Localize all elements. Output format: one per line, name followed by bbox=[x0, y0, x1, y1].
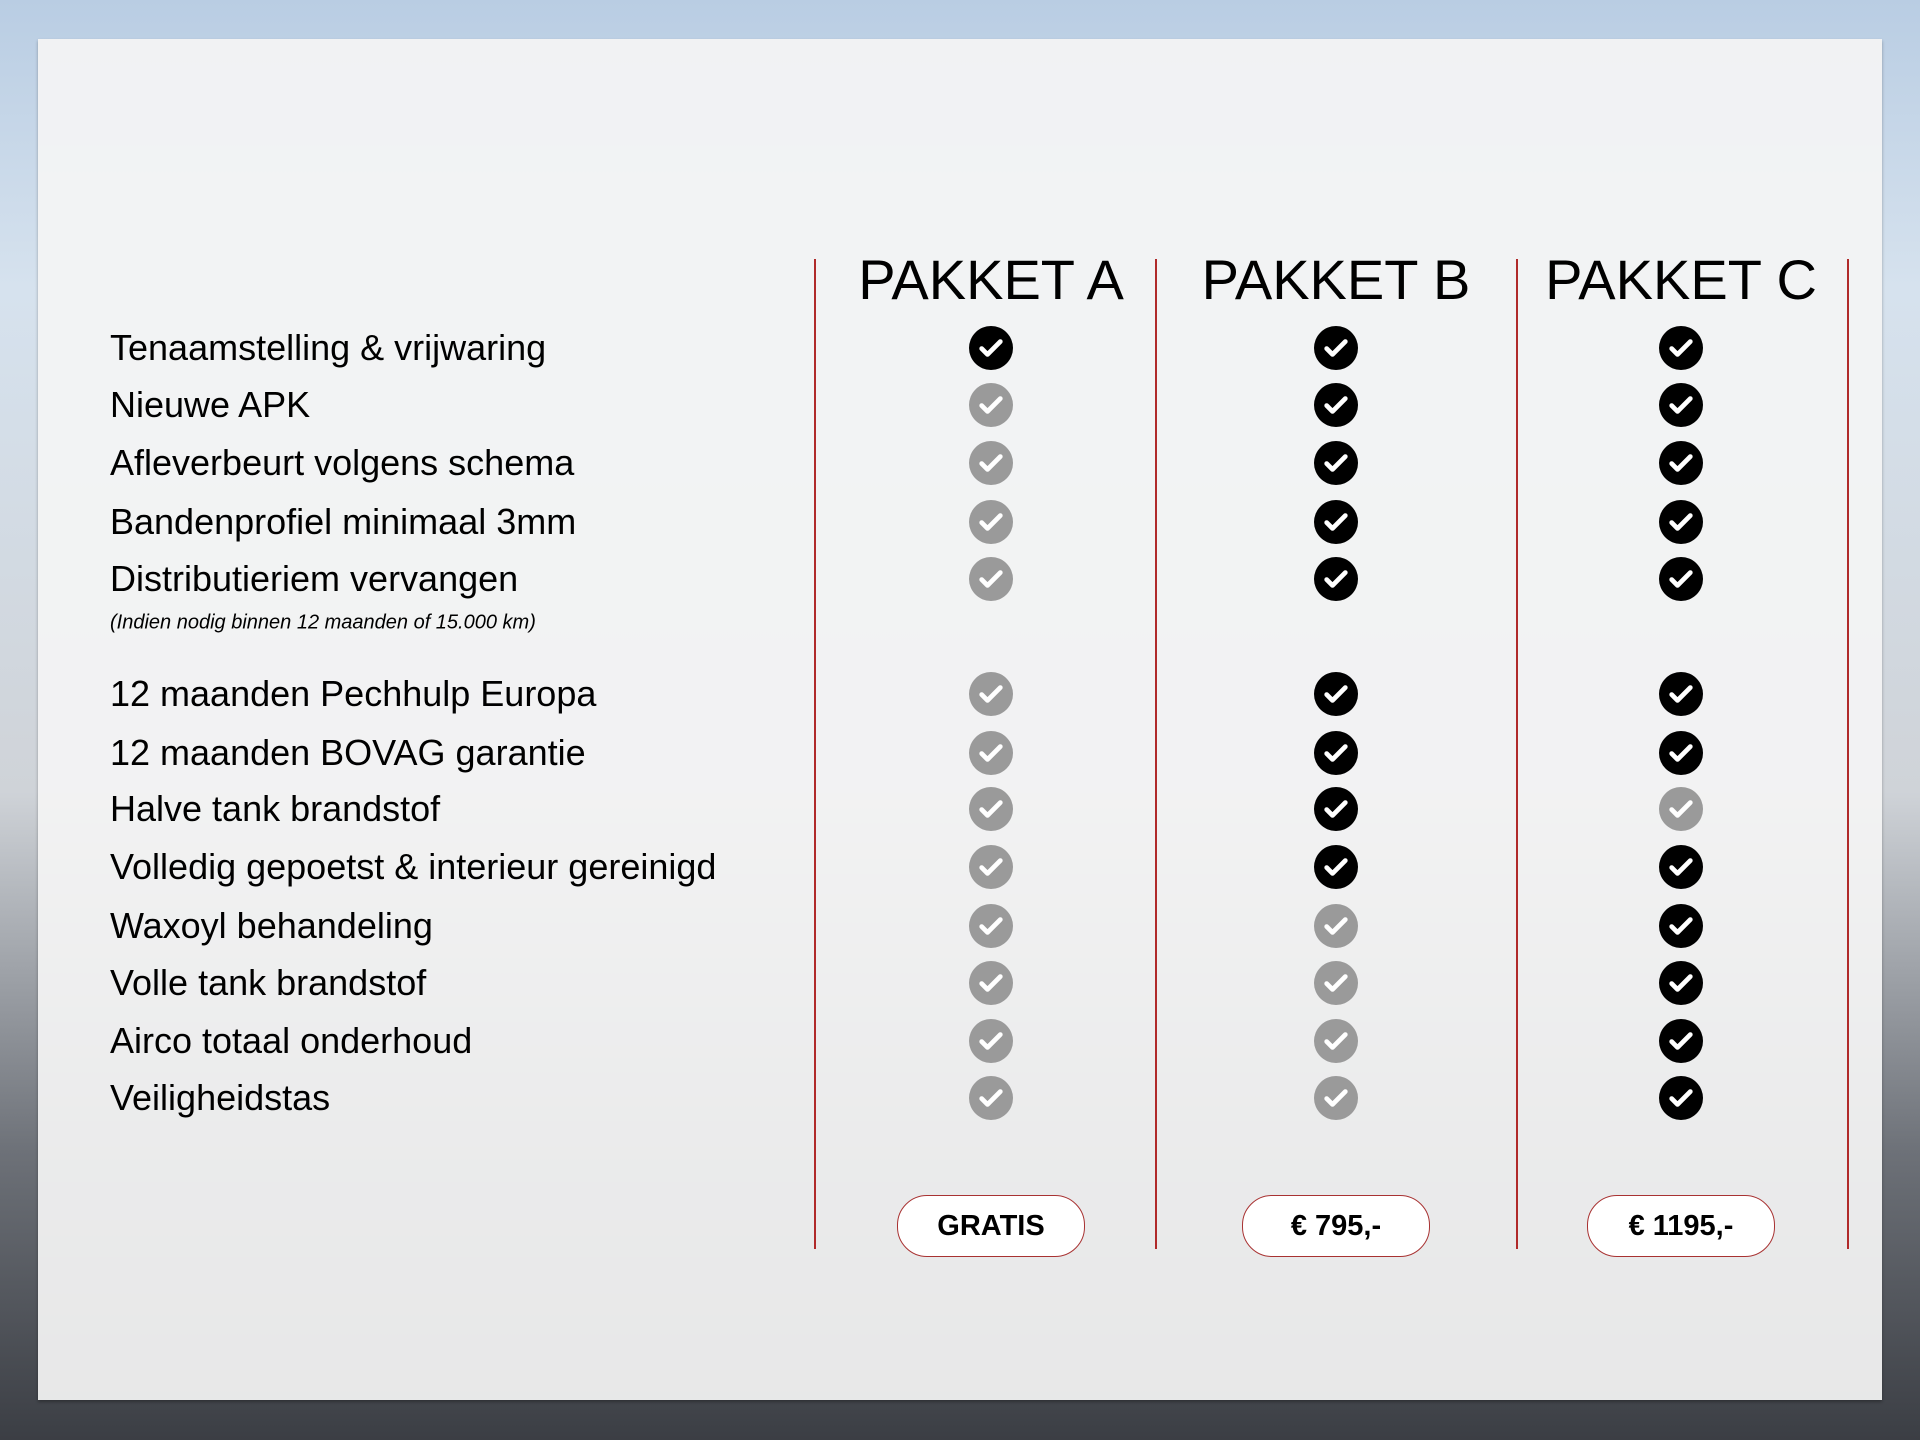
comparison-panel: PAKKET A PAKKET B PAKKET C Tenaamstellin… bbox=[38, 39, 1882, 1400]
check-included-icon bbox=[1659, 672, 1703, 716]
check-excluded-icon bbox=[1314, 904, 1358, 948]
check-excluded-icon bbox=[1314, 1019, 1358, 1063]
feature-label: Halve tank brandstof bbox=[110, 788, 441, 829]
feature-label: Afleverbeurt volgens schema bbox=[110, 442, 575, 483]
check-excluded-icon bbox=[969, 500, 1013, 544]
check-excluded-icon bbox=[969, 672, 1013, 716]
package-b-price-button[interactable]: € 795,- bbox=[1242, 1195, 1430, 1257]
feature-label: 12 maanden BOVAG garantie bbox=[110, 732, 586, 773]
feature-label: Airco totaal onderhoud bbox=[110, 1020, 473, 1061]
check-included-icon bbox=[1659, 1076, 1703, 1120]
feature-label: Volledig gepoetst & interieur gereinigd bbox=[110, 846, 717, 887]
feature-label: Nieuwe APK bbox=[110, 384, 311, 425]
check-included-icon bbox=[1314, 672, 1358, 716]
check-included-icon bbox=[1314, 441, 1358, 485]
check-excluded-icon bbox=[1314, 1076, 1358, 1120]
check-excluded-icon bbox=[969, 845, 1013, 889]
check-included-icon bbox=[1659, 1019, 1703, 1063]
check-excluded-icon bbox=[969, 441, 1013, 485]
check-excluded-icon bbox=[1314, 961, 1358, 1005]
package-a-price-button[interactable]: GRATIS bbox=[897, 1195, 1085, 1257]
feature-label: Tenaamstelling & vrijwaring bbox=[110, 327, 547, 368]
check-excluded-icon bbox=[969, 1076, 1013, 1120]
feature-label: 12 maanden Pechhulp Europa bbox=[110, 673, 597, 714]
feature-label: Veiligheidstas bbox=[110, 1077, 331, 1118]
column-divider bbox=[1155, 259, 1157, 1249]
feature-label: Volle tank brandstof bbox=[110, 962, 427, 1003]
check-included-icon bbox=[1659, 557, 1703, 601]
check-included-icon bbox=[1659, 961, 1703, 1005]
check-included-icon bbox=[969, 326, 1013, 370]
package-c-header: PAKKET C bbox=[1545, 248, 1817, 311]
check-included-icon bbox=[1314, 845, 1358, 889]
check-included-icon bbox=[1659, 383, 1703, 427]
check-included-icon bbox=[1659, 904, 1703, 948]
check-included-icon bbox=[1314, 787, 1358, 831]
package-b-header: PAKKET B bbox=[1201, 248, 1471, 311]
check-excluded-icon bbox=[969, 787, 1013, 831]
check-excluded-icon bbox=[969, 383, 1013, 427]
column-divider bbox=[1516, 259, 1518, 1249]
check-excluded-icon bbox=[969, 731, 1013, 775]
check-included-icon bbox=[1314, 383, 1358, 427]
check-included-icon bbox=[1659, 845, 1703, 889]
check-excluded-icon bbox=[1659, 787, 1703, 831]
check-included-icon bbox=[1659, 441, 1703, 485]
check-excluded-icon bbox=[969, 961, 1013, 1005]
column-divider bbox=[814, 259, 816, 1249]
feature-note: (Indien nodig binnen 12 maanden of 15.00… bbox=[110, 611, 536, 634]
feature-label: Distributieriem vervangen bbox=[110, 558, 519, 599]
package-a-header: PAKKET A bbox=[858, 248, 1124, 311]
check-excluded-icon bbox=[969, 1019, 1013, 1063]
check-included-icon bbox=[1659, 731, 1703, 775]
check-included-icon bbox=[1314, 500, 1358, 544]
check-included-icon bbox=[1314, 731, 1358, 775]
feature-label: Bandenprofiel minimaal 3mm bbox=[110, 501, 577, 542]
package-c-price-button[interactable]: € 1195,- bbox=[1587, 1195, 1775, 1257]
feature-label: Waxoyl behandeling bbox=[110, 905, 433, 946]
check-excluded-icon bbox=[969, 904, 1013, 948]
check-included-icon bbox=[1314, 326, 1358, 370]
check-included-icon bbox=[1314, 557, 1358, 601]
column-divider bbox=[1847, 259, 1849, 1249]
check-included-icon bbox=[1659, 326, 1703, 370]
check-excluded-icon bbox=[969, 557, 1013, 601]
check-included-icon bbox=[1659, 500, 1703, 544]
